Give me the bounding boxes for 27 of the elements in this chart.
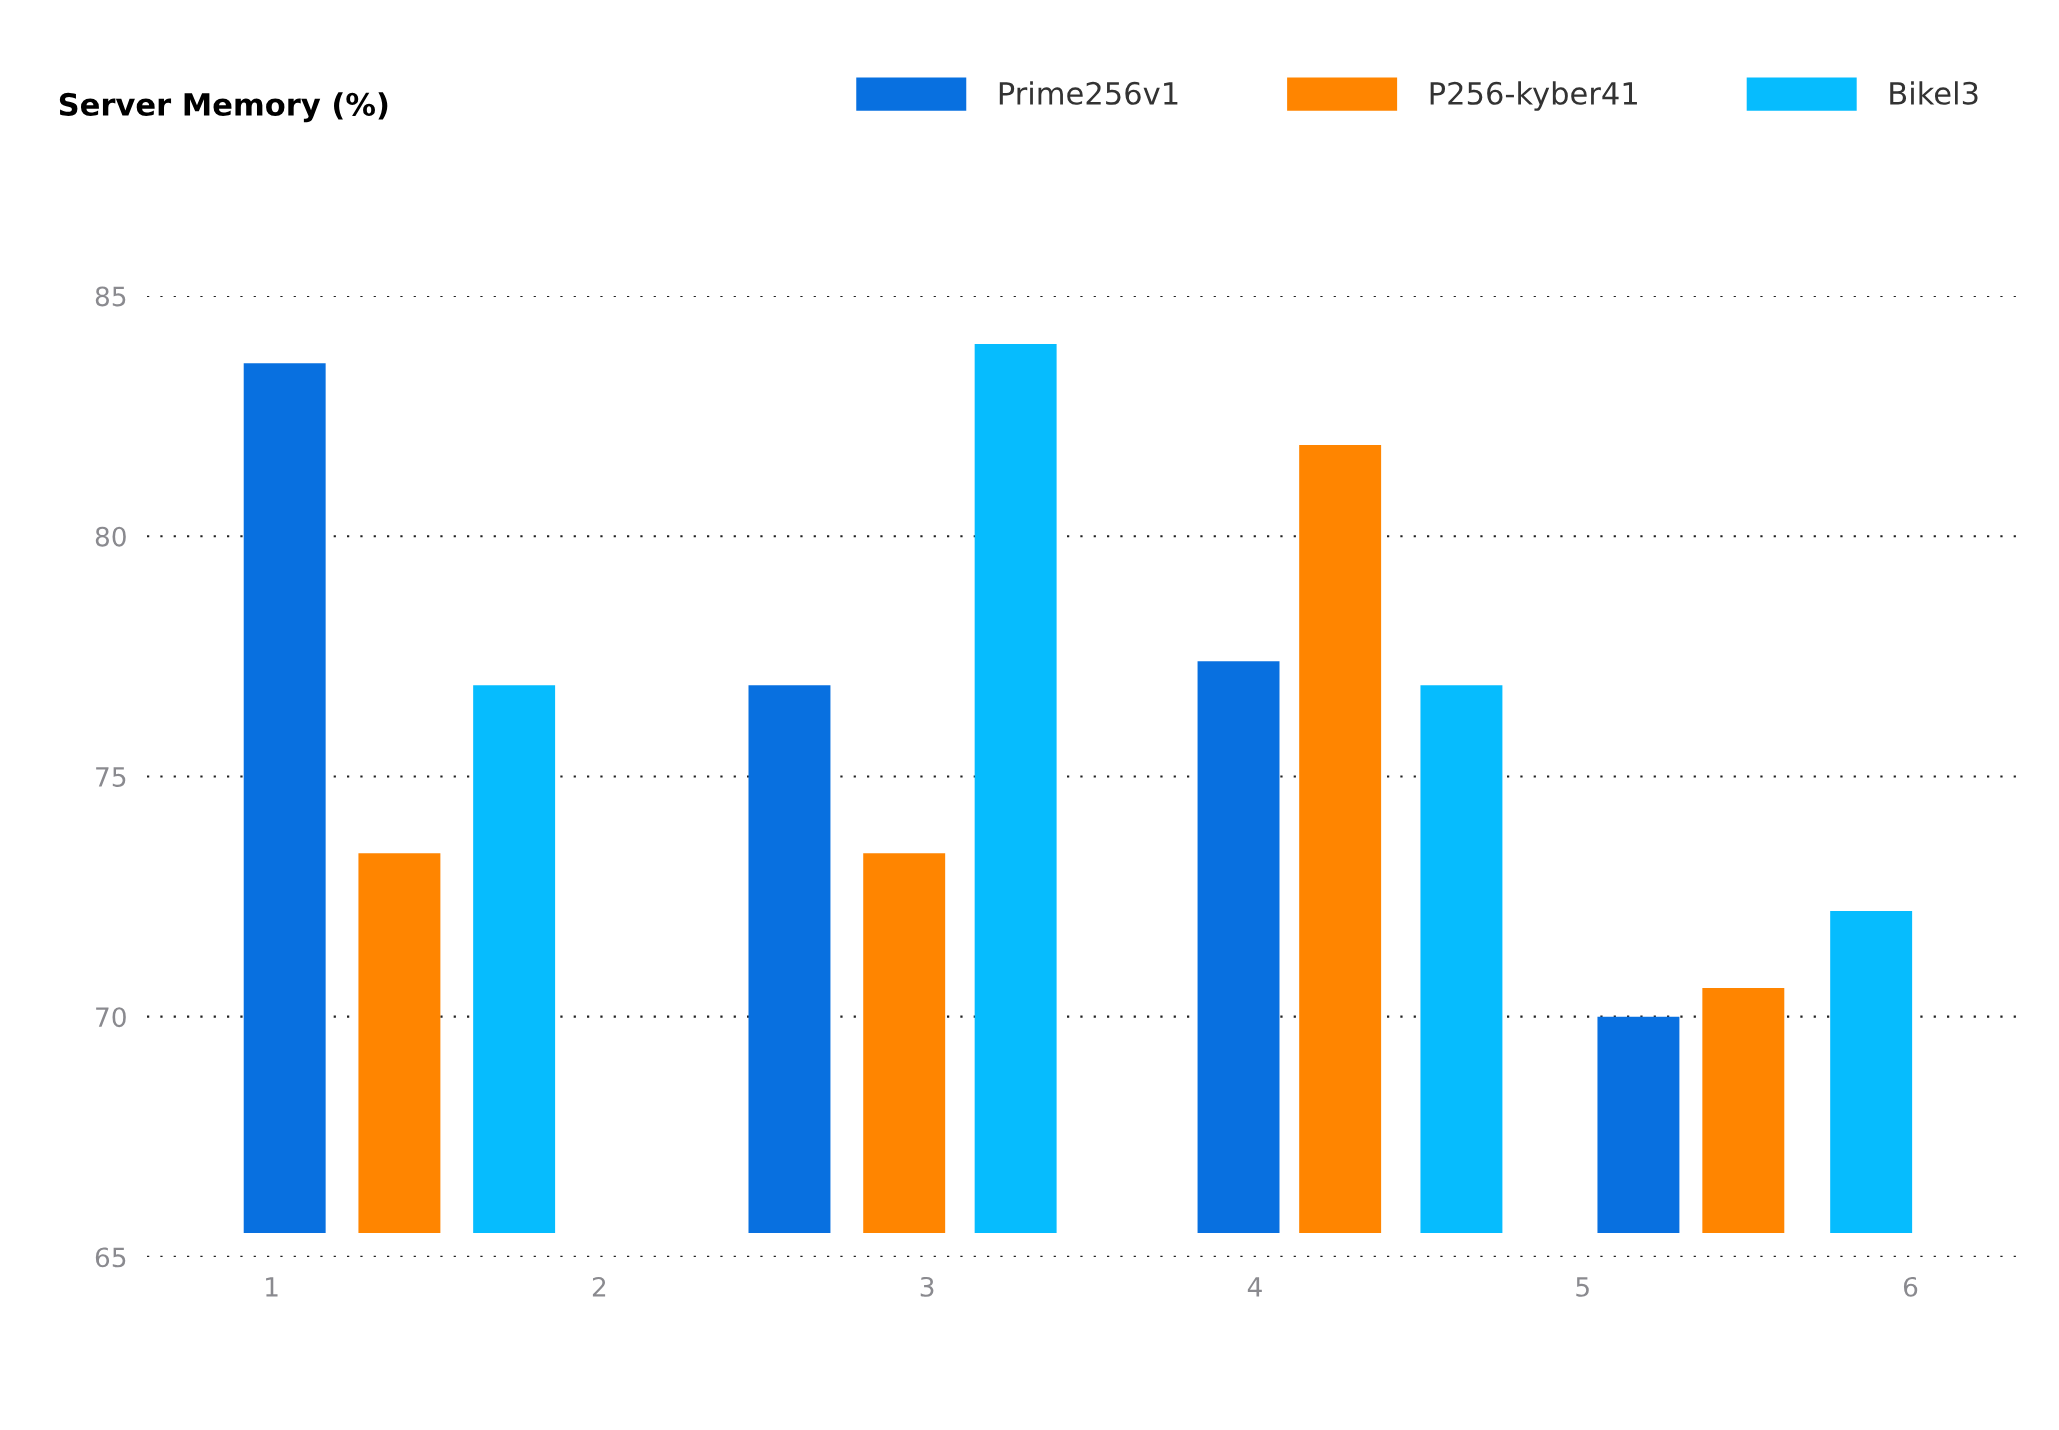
bar	[1702, 987, 1785, 1233]
legend-label: P256-kyber41	[1430, 81, 1637, 111]
x-tick-label: 5	[1576, 1277, 1589, 1297]
bar	[473, 685, 556, 1233]
x-tick-label: 1	[266, 1277, 278, 1297]
bar	[358, 853, 441, 1233]
bar	[1197, 661, 1280, 1233]
x-tick-label: 3	[920, 1276, 934, 1297]
bar	[1299, 444, 1382, 1233]
bar	[1597, 1016, 1680, 1233]
bar	[243, 363, 326, 1233]
bar	[974, 344, 1057, 1233]
y-tick-label: 70	[96, 1007, 126, 1028]
bar	[863, 853, 946, 1233]
chart-title: Server Memory (%)	[59, 92, 388, 123]
x-tick-label: 2	[592, 1276, 606, 1297]
legend-label: Bikel3	[1890, 81, 1978, 105]
legend-label: Prime256v1	[999, 81, 1178, 105]
x-tick-label: 4	[1247, 1277, 1262, 1297]
y-tick-label: 85	[95, 286, 126, 307]
bar	[1830, 911, 1913, 1233]
y-tick-label: 65	[95, 1247, 126, 1268]
y-tick-label: 80	[95, 526, 126, 547]
bar	[1420, 685, 1503, 1233]
bar	[748, 685, 831, 1233]
y-tick-label: 75	[96, 767, 126, 787]
x-tick-label: 6	[1903, 1276, 1918, 1297]
